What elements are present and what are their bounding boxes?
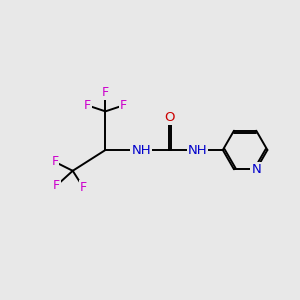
Text: F: F [120,99,127,112]
Text: F: F [51,155,58,168]
Text: NH: NH [188,143,207,157]
Text: F: F [53,179,60,192]
Text: O: O [164,111,175,124]
Text: F: F [80,181,87,194]
Text: F: F [102,85,109,98]
Text: F: F [84,99,91,112]
Text: NH: NH [131,143,151,157]
Text: N: N [251,163,261,176]
